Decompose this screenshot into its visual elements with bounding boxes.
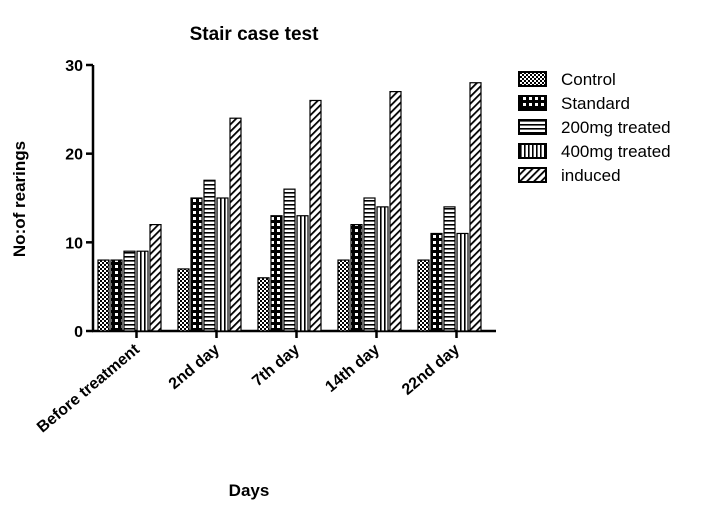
legend-label: 400mg treated bbox=[561, 142, 671, 161]
bar bbox=[389, 90, 402, 332]
y-axis-label: No:of rearings bbox=[10, 141, 29, 257]
bar bbox=[190, 197, 203, 332]
y-tick-label: 20 bbox=[65, 147, 83, 164]
y-tick-label: 0 bbox=[74, 324, 83, 341]
bar bbox=[270, 215, 283, 332]
legend-label: 200mg treated bbox=[561, 118, 671, 137]
x-tick-label: 14th day bbox=[322, 341, 383, 396]
chart-title: Stair case test bbox=[190, 24, 320, 45]
bar bbox=[430, 232, 443, 332]
legend-swatch bbox=[518, 167, 547, 183]
y-tick-label: 10 bbox=[65, 235, 83, 252]
bar bbox=[376, 206, 389, 332]
bar bbox=[149, 224, 162, 332]
legend-label: induced bbox=[561, 166, 621, 185]
x-tick-label: 2nd day bbox=[166, 341, 223, 393]
legend-swatch bbox=[518, 71, 547, 87]
y-tick-label: 30 bbox=[65, 58, 83, 75]
x-axis-label: Days bbox=[229, 481, 270, 500]
legend-label: Control bbox=[561, 70, 616, 89]
x-tick-label: Before treatment bbox=[34, 341, 144, 437]
bar bbox=[296, 215, 309, 332]
bar bbox=[229, 117, 242, 332]
bar bbox=[337, 259, 350, 332]
bar bbox=[309, 99, 322, 332]
legend-swatch bbox=[518, 119, 547, 135]
bar bbox=[177, 268, 190, 332]
bar bbox=[350, 224, 363, 332]
y-axis: 0 10 20 30 bbox=[65, 58, 95, 341]
bar bbox=[203, 179, 216, 332]
x-tick-label: 7th day bbox=[249, 341, 303, 390]
x-tick-label: 22nd day bbox=[399, 341, 463, 399]
legend-label: Standard bbox=[561, 94, 630, 113]
bar bbox=[469, 82, 482, 332]
bar bbox=[363, 197, 376, 332]
legend-swatch bbox=[518, 95, 547, 111]
bar bbox=[136, 250, 149, 332]
bar bbox=[417, 259, 430, 332]
x-axis: Before treatment 2nd day 7th day 14th day 22… bbox=[34, 329, 496, 437]
bar bbox=[283, 188, 296, 332]
bar bbox=[443, 206, 456, 332]
bar bbox=[123, 250, 136, 332]
bar bbox=[216, 197, 229, 332]
bar bbox=[257, 277, 270, 332]
bar bbox=[97, 259, 110, 332]
bar bbox=[456, 232, 469, 332]
bar bbox=[110, 259, 123, 332]
legend: Control Standard 200mg treated 400mg treate… bbox=[518, 70, 671, 185]
legend-swatch bbox=[518, 143, 547, 159]
bars bbox=[97, 82, 482, 332]
